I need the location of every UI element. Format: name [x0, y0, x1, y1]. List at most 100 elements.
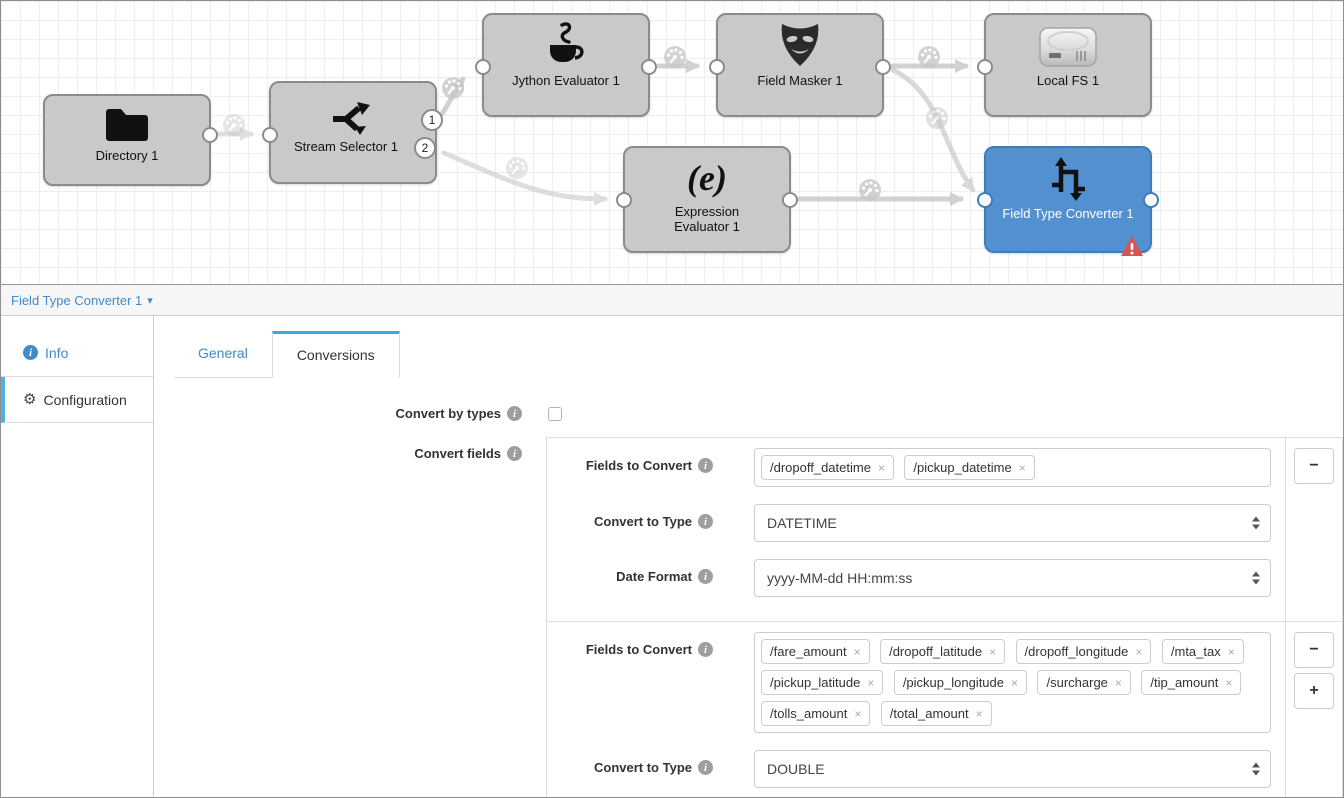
field-tag[interactable]: /dropoff_longitude ×	[1015, 639, 1152, 664]
convert-fields-list: Fields to Convert i /dropoff_datetime × /…	[546, 437, 1343, 797]
output-port[interactable]	[782, 192, 798, 208]
node-local-fs-1[interactable]: Local FS 1	[977, 13, 1152, 117]
node-stream-selector-1[interactable]: Stream Selector 1 1 2	[262, 81, 443, 184]
field-tag[interactable]: /total_amount ×	[880, 701, 992, 726]
node-field-type-converter-1[interactable]: Field Type Converter 1	[977, 146, 1159, 256]
mask-icon	[781, 24, 819, 66]
input-port[interactable]	[977, 192, 993, 208]
info-tooltip-icon[interactable]: i	[698, 569, 713, 584]
remove-tag-icon[interactable]: ×	[877, 460, 885, 475]
sidebar-item-label: Info	[45, 344, 69, 361]
stage-breadcrumb-bar: Field Type Converter 1 ▾	[1, 285, 1343, 316]
field-type-converter-icon	[1052, 157, 1085, 201]
conversions-form: Convert by types i Convert fields i Fiel…	[154, 378, 1343, 797]
node-label: Directory 1	[95, 148, 159, 163]
convert-to-type-select[interactable]: DATETIME	[754, 504, 1271, 542]
info-icon: i	[23, 345, 38, 360]
info-tooltip-icon[interactable]: i	[507, 446, 522, 461]
input-port[interactable]	[709, 59, 725, 75]
tab-general[interactable]: General	[174, 331, 272, 378]
remove-conversion-button[interactable]: −	[1294, 632, 1334, 668]
remove-conversion-button[interactable]: −	[1294, 448, 1334, 484]
field-tag[interactable]: /mta_tax ×	[1161, 639, 1244, 664]
field-tag[interactable]: /tolls_amount ×	[761, 701, 871, 726]
remove-tag-icon[interactable]: ×	[853, 644, 861, 659]
field-tag-label: /dropoff_datetime	[770, 460, 871, 475]
date-format-select[interactable]: yyyy-MM-dd HH:mm:ss	[754, 559, 1271, 597]
field-tag-label: /mta_tax	[1170, 644, 1221, 659]
input-port[interactable]	[977, 59, 993, 75]
expression-icon: (e)	[687, 158, 727, 198]
gauge-icon	[221, 112, 247, 138]
field-tag[interactable]: /surcharge ×	[1037, 670, 1131, 695]
output-port[interactable]	[875, 59, 891, 75]
coffee-icon	[550, 22, 584, 62]
node-label: Field Masker 1	[757, 73, 843, 88]
output-port-2[interactable]: 2	[414, 137, 436, 159]
convert-by-types-checkbox[interactable]	[548, 406, 562, 421]
group-actions: − +	[1285, 622, 1342, 797]
info-tooltip-icon[interactable]: i	[698, 642, 713, 657]
convert-to-type-select[interactable]: DOUBLE	[754, 750, 1271, 788]
field-tag-label: /tolls_amount	[770, 706, 848, 721]
field-tag[interactable]: /pickup_datetime ×	[904, 455, 1035, 480]
node-expression-evaluator-1[interactable]: (e) Expression Evaluator 1	[616, 146, 798, 253]
remove-tag-icon[interactable]: ×	[1135, 644, 1143, 659]
remove-tag-icon[interactable]: ×	[867, 675, 875, 690]
node-label: Expression Evaluator 1	[674, 204, 740, 234]
sidebar-item-info[interactable]: i Info	[1, 329, 153, 377]
remove-tag-icon[interactable]: ×	[854, 706, 862, 721]
gauge-icon	[857, 177, 883, 203]
node-label: Local FS 1	[1036, 73, 1100, 88]
output-port[interactable]	[641, 59, 657, 75]
add-conversion-button[interactable]: +	[1294, 673, 1334, 709]
info-tooltip-icon[interactable]: i	[698, 514, 713, 529]
field-tag[interactable]: /dropoff_latitude ×	[880, 639, 1006, 664]
info-tooltip-icon[interactable]: i	[698, 760, 713, 775]
remove-tag-icon[interactable]: ×	[1018, 460, 1026, 475]
stage-config-panel: i Info ⚙ Configuration General Conversio…	[1, 316, 1343, 797]
field-tag[interactable]: /dropoff_datetime ×	[761, 455, 894, 480]
field-tag[interactable]: /tip_amount ×	[1141, 670, 1242, 695]
select-value: DATETIME	[767, 515, 837, 531]
field-tag-label: /surcharge	[1046, 675, 1108, 690]
info-tooltip-icon[interactable]: i	[507, 406, 522, 421]
stage-selector-dropdown[interactable]: Field Type Converter 1 ▾	[11, 293, 153, 308]
field-tag[interactable]: /pickup_longitude ×	[893, 670, 1028, 695]
stage-name: Field Type Converter 1	[11, 292, 143, 308]
tab-conversions[interactable]: Conversions	[271, 331, 400, 378]
node-directory-1[interactable]: Directory 1	[43, 94, 218, 186]
node-jython-evaluator-1[interactable]: Jython Evaluator 1	[475, 13, 657, 117]
group-actions: −	[1285, 438, 1342, 621]
output-port[interactable]	[202, 127, 218, 143]
input-port[interactable]	[262, 127, 278, 143]
field-tag-label: /dropoff_latitude	[889, 644, 983, 659]
select-stepper-icon	[1252, 762, 1260, 776]
config-sidebar: i Info ⚙ Configuration	[1, 316, 154, 797]
fields-to-convert-input[interactable]: /fare_amount × /dropoff_latitude × /dropof…	[754, 632, 1271, 733]
field-tag[interactable]: /fare_amount ×	[761, 639, 870, 664]
caret-down-icon: ▾	[147, 294, 153, 307]
node-field-masker-1[interactable]: Field Masker 1	[709, 13, 891, 117]
stage-error-warning-icon[interactable]	[1120, 235, 1144, 257]
remove-tag-icon[interactable]: ×	[1114, 675, 1122, 690]
remove-tag-icon[interactable]: ×	[989, 644, 997, 659]
output-port[interactable]	[1143, 192, 1159, 208]
remove-tag-icon[interactable]: ×	[1011, 675, 1019, 690]
remove-tag-icon[interactable]: ×	[1227, 644, 1235, 659]
node-label: Jython Evaluator 1	[512, 73, 620, 88]
fields-to-convert-input[interactable]: /dropoff_datetime × /pickup_datetime ×	[754, 448, 1271, 487]
remove-tag-icon[interactable]: ×	[1225, 675, 1233, 690]
convert-by-types-label: Convert by types	[395, 406, 501, 421]
remove-tag-icon[interactable]: ×	[975, 706, 983, 721]
pipeline-canvas[interactable]: Directory 1 Stream Selector 1 1 2	[1, 1, 1343, 285]
input-port[interactable]	[616, 192, 632, 208]
output-port-1[interactable]: 1	[421, 109, 443, 131]
sidebar-item-configuration[interactable]: ⚙ Configuration	[1, 377, 153, 423]
tab-label: Conversions	[296, 347, 375, 363]
info-tooltip-icon[interactable]: i	[698, 458, 713, 473]
select-stepper-icon	[1252, 571, 1260, 585]
input-port[interactable]	[475, 59, 491, 75]
field-tag[interactable]: /pickup_latitude ×	[761, 670, 884, 695]
